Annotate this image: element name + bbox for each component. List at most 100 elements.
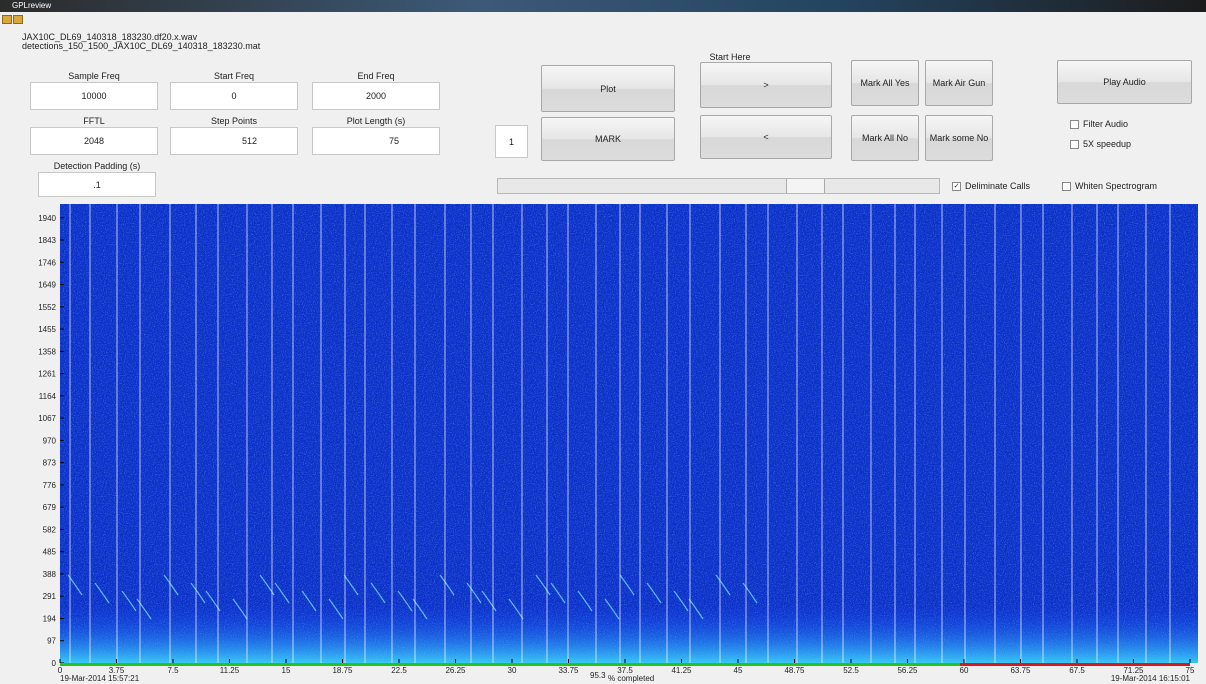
- progress-remaining: [960, 663, 1190, 666]
- y-tick-label: 873: [43, 459, 57, 468]
- text-field[interactable]: 0: [170, 82, 298, 110]
- checkbox[interactable]: Whiten Spectrogram: [1062, 181, 1157, 191]
- text-field[interactable]: 75: [312, 127, 440, 155]
- checkbox[interactable]: ✓ Deliminate Calls: [952, 181, 1030, 191]
- call-trace: [301, 590, 317, 612]
- checkbox-box[interactable]: [1062, 181, 1071, 191]
- low-frequency-band: [60, 603, 1198, 663]
- y-tick-label: 679: [43, 503, 57, 512]
- completed-label: % completed: [608, 674, 654, 683]
- text-field[interactable]: 2000: [312, 82, 440, 110]
- call-trace: [67, 574, 83, 596]
- call-trace: [274, 582, 290, 604]
- field-label: Start Freq: [213, 71, 254, 81]
- call-trace: [550, 582, 566, 604]
- call-trace: [232, 598, 248, 620]
- y-tick-label: 1552: [38, 303, 56, 312]
- slider-thumb[interactable]: [786, 179, 825, 193]
- call-trace: [646, 582, 662, 604]
- window-title: GPLreview: [0, 0, 1206, 12]
- call-trace: [370, 582, 386, 604]
- call-trace: [205, 590, 221, 612]
- mark-some-no-button[interactable]: Mark some No: [925, 115, 993, 161]
- y-tick-label: 194: [43, 614, 57, 623]
- plot-button[interactable]: Plot: [541, 65, 675, 112]
- toolbar-save[interactable]: [13, 15, 23, 24]
- checkbox[interactable]: Filter Audio: [1070, 119, 1128, 129]
- x-tick-label: 26.25: [445, 666, 466, 675]
- call-trace: [466, 582, 482, 604]
- x-tick-label: 7.5: [167, 666, 179, 675]
- toolbar-open[interactable]: [2, 15, 12, 24]
- x-tick-label: 71.25: [1123, 666, 1144, 675]
- file-name: detections_150_1500_JAX10C_DL69_140318_1…: [22, 41, 261, 51]
- x-tick-label: 56.25: [897, 666, 918, 675]
- call-trace: [577, 590, 593, 612]
- text-field[interactable]: 512: [170, 127, 298, 155]
- y-tick-label: 1455: [38, 325, 56, 334]
- call-trace: [259, 574, 275, 596]
- checkbox-box[interactable]: [1070, 119, 1079, 129]
- x-tick-label: 0: [58, 666, 63, 675]
- checkbox-box[interactable]: ✓: [952, 181, 961, 191]
- call-trace: [715, 574, 731, 596]
- field-label: Detection Padding (s): [53, 161, 141, 171]
- call-trace: [121, 590, 137, 612]
- start-time: 19-Mar-2014 15:57:21: [60, 674, 140, 683]
- checkbox-box[interactable]: [1070, 139, 1079, 149]
- x-tick-label: 37.5: [617, 666, 633, 675]
- mark-button[interactable]: MARK: [541, 117, 675, 161]
- y-tick-label: 1940: [38, 214, 56, 223]
- end-time: 19-Mar-2014 16:15:01: [1111, 674, 1191, 683]
- x-tick-label: 48.75: [784, 666, 805, 675]
- x-tick-label: 3.75: [109, 666, 125, 675]
- spectrogram-noise: [60, 204, 1198, 663]
- x-tick-label: 33.75: [558, 666, 579, 675]
- x-tick-label: 45: [734, 666, 743, 675]
- text-field[interactable]: .1: [38, 172, 156, 197]
- call-trace: [163, 574, 179, 596]
- start-here-label: Start Here: [709, 52, 751, 62]
- x-tick-label: 18.75: [332, 666, 353, 675]
- y-tick-label: 1067: [38, 414, 56, 423]
- next-button[interactable]: >: [700, 62, 832, 108]
- x-tick-label: 41.25: [671, 666, 692, 675]
- y-tick-label: 1746: [38, 258, 56, 267]
- call-trace: [190, 582, 206, 604]
- x-tick-label: 60: [960, 666, 969, 675]
- scroll-slider[interactable]: [497, 178, 940, 194]
- prev-button[interactable]: <: [700, 115, 832, 159]
- file-name: JAX10C_DL69_140318_183230.df20.x.wav: [22, 32, 198, 42]
- checkbox-label: Whiten Spectrogram: [1075, 181, 1158, 191]
- call-trace: [136, 598, 152, 620]
- text-field[interactable]: 10000: [30, 82, 158, 110]
- checkbox-label: Deliminate Calls: [965, 181, 1031, 191]
- call-trace: [604, 598, 620, 620]
- call-trace: [481, 590, 497, 612]
- x-tick-label: 52.5: [843, 666, 859, 675]
- checkbox-label: 5X speedup: [1083, 139, 1132, 149]
- call-trace: [535, 574, 551, 596]
- y-tick-label: 1649: [38, 281, 56, 290]
- call-trace: [94, 582, 110, 604]
- x-tick-label: 22.5: [391, 666, 407, 675]
- y-tick-label: 1843: [38, 236, 56, 245]
- x-tick-label: 11.25: [220, 666, 240, 675]
- text-field[interactable]: 2048: [30, 127, 158, 155]
- x-tick-label: 67.5: [1069, 666, 1085, 675]
- mark-all-no-button[interactable]: Mark All No: [851, 115, 919, 161]
- call-trace: [673, 590, 689, 612]
- x-tick-label: 30: [508, 666, 517, 675]
- call-trace: [328, 598, 344, 620]
- checkbox[interactable]: 5X speedup: [1070, 139, 1131, 149]
- y-tick-label: 1164: [39, 392, 57, 401]
- play-audio-button[interactable]: Play Audio: [1057, 60, 1192, 104]
- index-field[interactable]: 1: [495, 125, 528, 158]
- y-tick-label: 291: [43, 592, 57, 601]
- mark-air-gun-button[interactable]: Mark Air Gun: [925, 60, 993, 106]
- mark-all-yes-button[interactable]: Mark All Yes: [851, 60, 919, 106]
- call-trace: [412, 598, 428, 620]
- y-tick-label: 485: [43, 548, 57, 557]
